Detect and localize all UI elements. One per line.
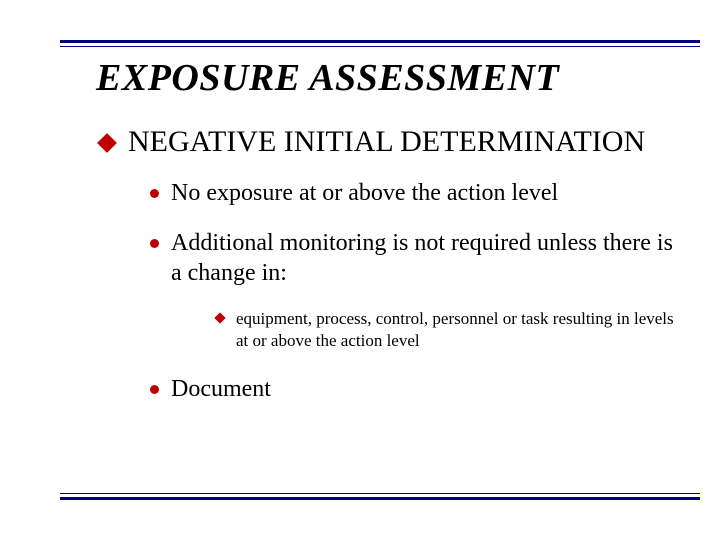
bullet-text: Additional monitoring is not required un…	[171, 228, 680, 288]
bullet-list: No exposure at or above the action level…	[60, 178, 680, 288]
list-item: Document	[150, 374, 680, 404]
top-rule-inner	[60, 46, 700, 47]
dot-bullet-icon	[150, 239, 159, 248]
bottom-rule-inner	[60, 493, 700, 494]
sub-bullet-list: equipment, process, control, personnel o…	[60, 308, 680, 352]
sub-list-item: equipment, process, control, personnel o…	[216, 308, 680, 352]
diamond-bullet-icon	[97, 133, 117, 153]
small-diamond-bullet-icon	[214, 312, 225, 323]
bullet-text: No exposure at or above the action level	[171, 178, 558, 208]
top-rule-outer	[60, 40, 700, 43]
list-item: No exposure at or above the action level	[150, 178, 680, 208]
slide-content: EXPOSURE ASSESSMENT NEGATIVE INITIAL DET…	[60, 56, 680, 424]
dot-bullet-icon	[150, 189, 159, 198]
section-heading: NEGATIVE INITIAL DETERMINATION	[128, 124, 645, 160]
dot-bullet-icon	[150, 385, 159, 394]
bullet-list: Document	[60, 374, 680, 404]
slide-title: EXPOSURE ASSESSMENT	[60, 56, 680, 100]
bottom-rule-outer	[60, 497, 700, 500]
bullet-text: Document	[171, 374, 271, 404]
sub-bullet-text: equipment, process, control, personnel o…	[236, 308, 680, 352]
list-item: Additional monitoring is not required un…	[150, 228, 680, 288]
section-heading-row: NEGATIVE INITIAL DETERMINATION	[60, 124, 680, 160]
